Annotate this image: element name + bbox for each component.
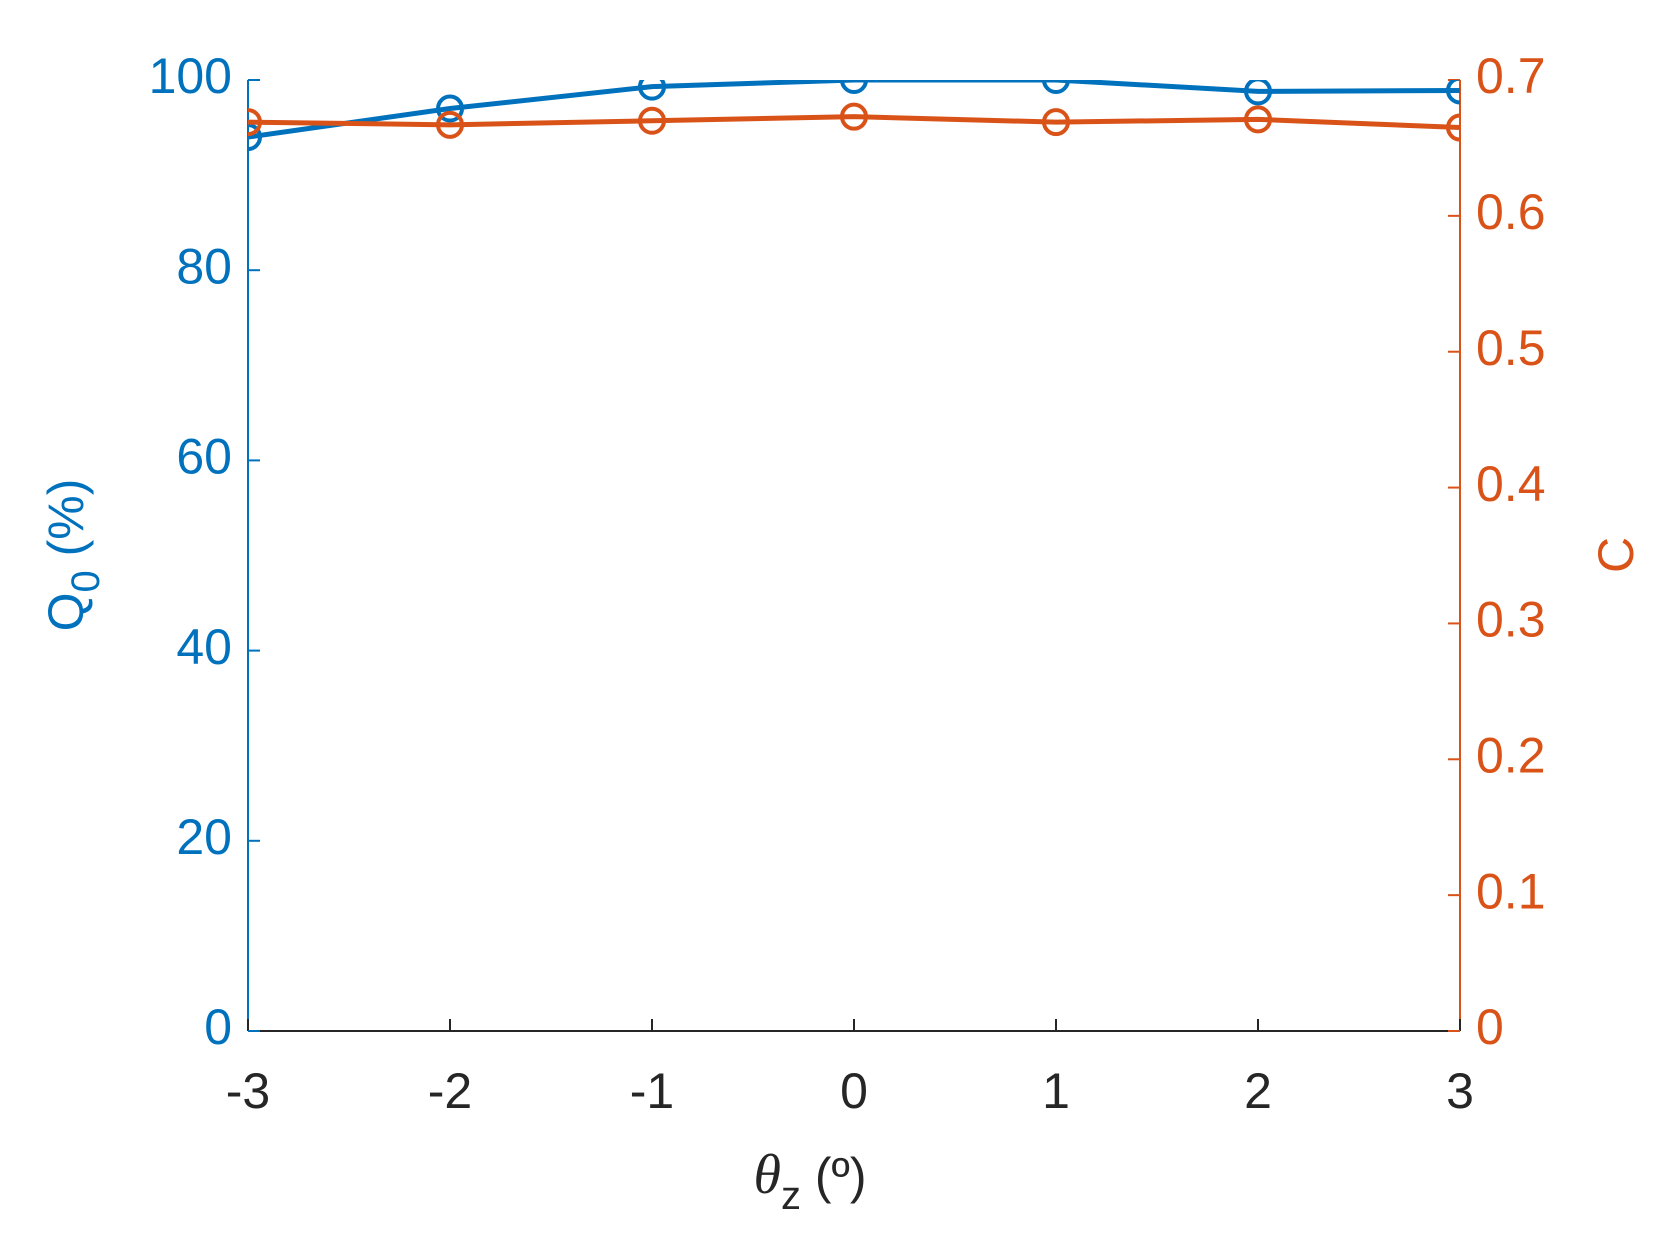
point-marker: [436, 94, 464, 123]
point-marker: [1042, 80, 1070, 94]
x-label-unit: (º): [801, 1148, 866, 1204]
point-marker: [1446, 80, 1460, 105]
y2-tick-label: 0.5: [1476, 320, 1546, 376]
point-marker: [1244, 80, 1272, 106]
series-line: [248, 80, 1460, 140]
series-line: [248, 114, 1460, 131]
y2-tick-label: 0: [1476, 999, 1504, 1055]
y2-tick-label: 0.1: [1476, 863, 1546, 919]
x-tick-label: 0: [840, 1063, 868, 1119]
point-marker: [436, 110, 464, 139]
y-label-unit: (%): [38, 479, 94, 571]
y-tick-label: 60: [176, 429, 232, 485]
x-tick-label: 1: [1042, 1063, 1070, 1119]
plot-area: [248, 80, 1460, 152]
x-tick-label: 2: [1244, 1063, 1272, 1119]
y-tick-label: 20: [176, 809, 232, 865]
y2-axis-label: C: [1588, 537, 1644, 573]
x-tick-label: 3: [1446, 1063, 1474, 1119]
y-tick-label: 100: [149, 48, 232, 104]
x-tick-label: -2: [428, 1063, 472, 1119]
point-marker: [1446, 113, 1460, 142]
point-marker: [840, 102, 868, 131]
y2-tick-label: 0.6: [1476, 184, 1546, 240]
point-marker: [248, 108, 262, 137]
x-label-subscript: z: [781, 1174, 801, 1218]
point-marker: [638, 80, 666, 101]
x-axis-label: θz (º): [754, 1144, 867, 1218]
point-marker: [638, 106, 666, 135]
y-label-subscript: 0: [64, 570, 108, 592]
y2-tick-label: 0.7: [1476, 48, 1546, 104]
y-tick-label: 0: [204, 999, 232, 1055]
x-tick-label: -1: [630, 1063, 674, 1119]
y-tick-label: 80: [176, 238, 232, 294]
y-label-symbol: Q: [38, 593, 94, 632]
y-tick-label: 40: [176, 619, 232, 675]
point-marker: [1244, 105, 1272, 134]
point-marker: [840, 80, 868, 94]
point-marker: [1042, 108, 1070, 137]
y-axis-label: Q0 (%): [38, 479, 107, 632]
x-tick-label: -3: [226, 1063, 270, 1119]
y2-tick-label: 0.4: [1476, 456, 1546, 512]
y2-tick-label: 0.2: [1476, 727, 1546, 783]
y2-tick-label: 0.3: [1476, 592, 1546, 648]
point-marker: [248, 123, 262, 152]
x-label-symbol: θ: [754, 1144, 782, 1206]
